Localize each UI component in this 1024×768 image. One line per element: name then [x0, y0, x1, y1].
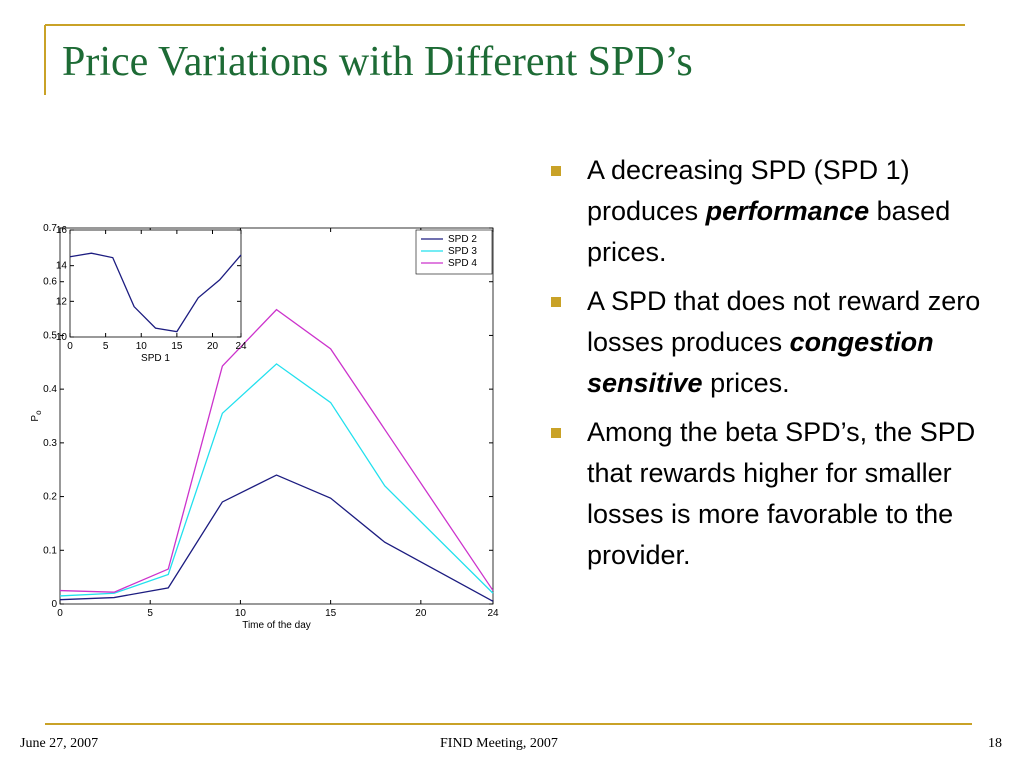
x-tick-label: 5	[103, 341, 109, 352]
y-tick-label: 0.4	[43, 384, 57, 395]
bullet-list: A decreasing SPD (SPD 1) produces perfor…	[545, 150, 985, 584]
text: A decreasing SPD (SPD 1) produces	[587, 155, 910, 226]
plot-area	[69, 229, 242, 338]
legend-box	[415, 229, 493, 275]
x-axis-label: SPD 1	[141, 353, 170, 364]
y-tick-label: 0.7	[43, 223, 57, 234]
legend-label: SPD 3	[448, 246, 477, 257]
x-tick-label: 20	[415, 608, 427, 619]
text: based prices.	[587, 196, 951, 267]
y-tick-label: 0.3	[43, 438, 57, 449]
series-line	[59, 308, 494, 593]
legend-label: SPD 2	[448, 234, 477, 245]
x-tick-label: 10	[235, 608, 247, 619]
y-tick-label: 16	[56, 225, 68, 236]
footer-date: June 27, 2007	[20, 736, 99, 751]
bullet: A decreasing SPD (SPD 1) produces perfor…	[545, 150, 985, 273]
x-tick-label: 20	[207, 341, 219, 352]
bullet: A SPD that does not reward zero losses p…	[545, 281, 985, 404]
text: A SPD that does not reward zero losses p…	[587, 286, 981, 357]
y-tick-label: 12	[56, 296, 68, 307]
emphasis: performance	[705, 196, 870, 226]
y-tick-label: 0	[51, 599, 57, 610]
bullet: Among the beta SPD’s, the SPD that rewar…	[545, 412, 985, 576]
series-line	[59, 474, 494, 602]
footer-event: FIND Meeting, 2007	[440, 736, 558, 751]
emphasis: congestion sensitive	[587, 327, 934, 398]
series-line	[59, 363, 494, 597]
footer-page: 18	[988, 736, 1002, 751]
x-tick-label: 15	[171, 341, 183, 352]
legend-label: SPD 4	[448, 258, 477, 269]
y-tick-label: 10	[56, 332, 68, 343]
x-tick-label: 0	[67, 341, 73, 352]
x-tick-label: 24	[235, 341, 247, 352]
charts: 0 0.1 0.2 0.3 0.4 0.5 0.6 0.7 0 5 10 15 20 24 Time of …	[30, 223, 499, 631]
y-tick-label: 0.1	[43, 545, 57, 556]
y-tick-label: 14	[56, 261, 68, 272]
x-tick-label: 15	[325, 608, 337, 619]
y-axis-label: Po	[30, 410, 43, 422]
series-line	[69, 252, 242, 333]
x-tick-label: 5	[147, 608, 153, 619]
y-tick-label: 0.6	[43, 277, 57, 288]
text: prices.	[702, 368, 790, 398]
x-tick-label: 0	[57, 608, 63, 619]
x-tick-label: 24	[487, 608, 499, 619]
y-tick-label: 0.2	[43, 492, 57, 503]
slide-title: Price Variations with Different SPD’s	[62, 39, 693, 85]
x-tick-label: 10	[136, 341, 148, 352]
y-axis-label-main: P	[30, 415, 41, 422]
y-tick-label: 0.5	[43, 330, 57, 341]
y-axis-label-sub: o	[34, 410, 43, 415]
x-axis-label: Time of the day	[242, 620, 311, 631]
text: Among the beta SPD’s, the SPD that rewar…	[587, 417, 976, 570]
